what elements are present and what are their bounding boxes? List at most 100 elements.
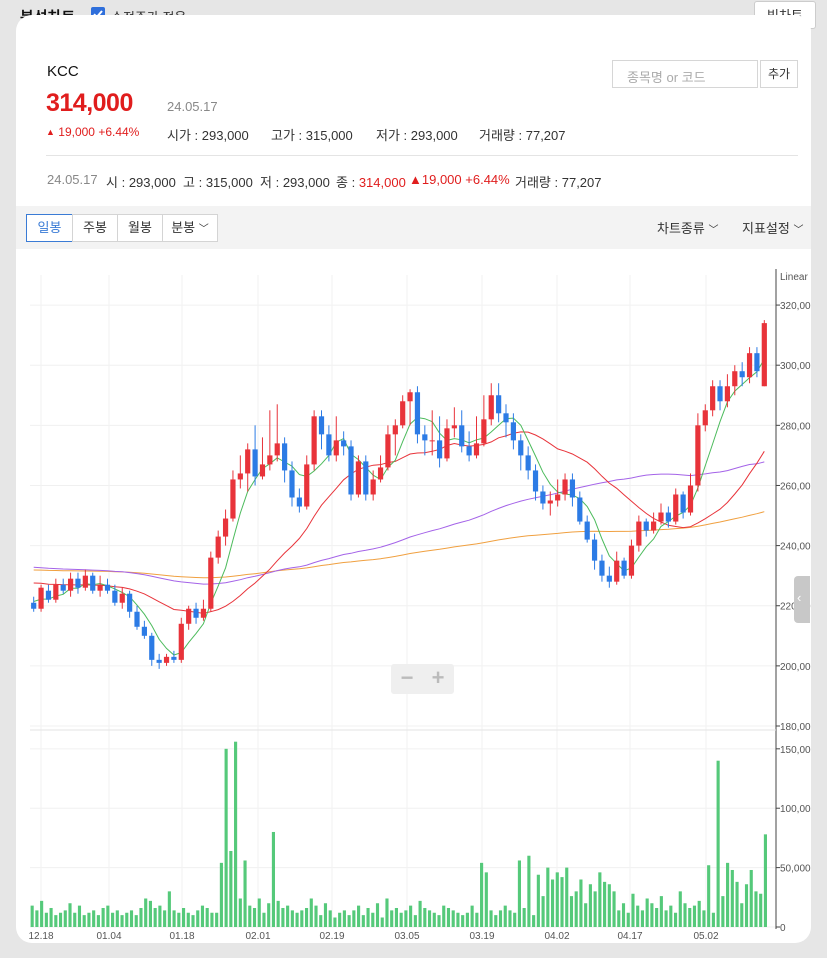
volume-bar bbox=[541, 896, 545, 927]
candle-body bbox=[141, 626, 147, 636]
chart-area[interactable]: Linear 320,000 300,000 280,000 260,000 240,00… bbox=[16, 249, 811, 943]
candle-body bbox=[569, 479, 576, 498]
volume-stat: 거래량 : 77,207 bbox=[479, 128, 566, 143]
volume-bar bbox=[361, 915, 365, 927]
tab-daily[interactable]: 일봉 bbox=[26, 214, 73, 242]
volume-bar bbox=[451, 910, 455, 927]
volume-bar bbox=[754, 891, 758, 927]
volume-bar bbox=[276, 900, 280, 927]
volume-bar bbox=[517, 860, 521, 927]
y-tick-label: 180,000 bbox=[780, 722, 811, 733]
open-label: 시가 bbox=[167, 128, 191, 143]
indicator-settings-dropdown[interactable]: 지표설정 ﹀ bbox=[742, 218, 803, 237]
volume-tick-label: 100,000 bbox=[780, 804, 811, 815]
candle-body bbox=[171, 656, 177, 660]
ohlc-date-value: 24.05.17 bbox=[47, 172, 98, 187]
volume-bar bbox=[707, 865, 711, 927]
candlestick-chart[interactable]: Linear 320,000 300,000 280,000 260,000 240,00… bbox=[16, 249, 811, 943]
volume-bar bbox=[721, 896, 725, 927]
volume-bar bbox=[186, 912, 190, 927]
volume-bar bbox=[475, 912, 479, 927]
volume-bar bbox=[494, 915, 498, 927]
volume-bar bbox=[375, 903, 380, 927]
candle-body bbox=[370, 479, 376, 495]
candle-body bbox=[754, 353, 760, 372]
volume-bar bbox=[158, 905, 162, 927]
ohlc-change: ▲19,000 +6.44% bbox=[409, 172, 510, 187]
volume-bar bbox=[711, 912, 715, 927]
volume-bar bbox=[636, 905, 640, 927]
candle-body bbox=[90, 575, 96, 591]
volume-bar bbox=[446, 907, 451, 927]
volume-bar bbox=[347, 915, 351, 927]
volume-bar bbox=[740, 903, 744, 927]
high-stat: 고가 : 315,000 bbox=[271, 128, 353, 143]
volume-bar bbox=[385, 898, 389, 927]
volume-bar bbox=[219, 862, 223, 927]
candle-body bbox=[186, 608, 192, 624]
zoom-in-button[interactable]: + bbox=[431, 665, 445, 690]
volume-bar bbox=[560, 877, 564, 927]
candle-body bbox=[459, 425, 465, 447]
candle-body bbox=[38, 587, 44, 609]
volume-bar bbox=[177, 912, 181, 927]
candle-body bbox=[163, 656, 170, 663]
candle-body bbox=[237, 473, 243, 480]
volume-bar bbox=[309, 898, 313, 927]
candle-body bbox=[614, 560, 620, 582]
zoom-out-button[interactable]: − bbox=[400, 665, 414, 690]
ohlc-volume: 거래량 : 77,207 bbox=[515, 175, 602, 190]
ohlc-high-value: 315,000 bbox=[205, 175, 253, 190]
volume-bar bbox=[673, 912, 678, 927]
volume-bar bbox=[352, 910, 356, 927]
candle-body bbox=[230, 479, 236, 519]
candle-body bbox=[658, 512, 664, 522]
candle-body bbox=[717, 386, 723, 402]
ohlc-close-value: 314,000 bbox=[358, 175, 406, 190]
candle-body bbox=[119, 593, 125, 603]
candle-body bbox=[429, 440, 435, 442]
volume-tick-label: 0 bbox=[780, 923, 786, 934]
tab-weekly[interactable]: 주봉 bbox=[72, 214, 118, 242]
open-value: 293,000 bbox=[201, 128, 249, 143]
candle-body bbox=[436, 440, 443, 459]
candle-body bbox=[540, 491, 546, 504]
candle-body bbox=[318, 416, 325, 435]
candle-body bbox=[245, 449, 251, 474]
side-panel-toggle[interactable]: ‹ bbox=[794, 576, 810, 623]
low-label: 저가 bbox=[376, 128, 400, 143]
add-stock-button[interactable]: 추가 bbox=[760, 60, 798, 88]
candle-body bbox=[591, 539, 598, 561]
volume-bar bbox=[508, 910, 512, 927]
volume-bar bbox=[456, 912, 460, 927]
ohlc-open: 시 : 293,000 bbox=[106, 175, 176, 190]
volume-bar bbox=[522, 907, 526, 927]
volume-bar bbox=[371, 912, 375, 927]
volume-bar bbox=[281, 907, 285, 927]
volume-bar bbox=[163, 910, 167, 927]
stock-search-input[interactable]: 종목명 or 코드 bbox=[612, 60, 758, 88]
low-value: 293,000 bbox=[410, 128, 458, 143]
tab-minute-label: 분봉 bbox=[171, 220, 196, 235]
chart-type-dropdown[interactable]: 차트종류 ﹀ bbox=[657, 218, 718, 237]
low-stat: 저가 : 293,000 bbox=[376, 128, 458, 143]
volume-bar bbox=[716, 760, 720, 927]
candle-body bbox=[651, 521, 657, 531]
candle-body bbox=[547, 500, 553, 504]
candle-body bbox=[222, 518, 229, 537]
candle-body bbox=[215, 536, 221, 558]
ohlc-low-value: 293,000 bbox=[282, 175, 330, 190]
candle-body bbox=[296, 497, 302, 507]
ohlc-volume-value: 77,207 bbox=[561, 175, 602, 190]
volume-bar bbox=[413, 915, 417, 927]
candle-body bbox=[695, 425, 701, 486]
tab-minute[interactable]: 분봉 ﹀ bbox=[162, 214, 218, 242]
volume-bar bbox=[35, 910, 39, 927]
volume-bar bbox=[210, 912, 214, 927]
volume-bar bbox=[54, 915, 58, 927]
x-tick-label: 04.02 bbox=[544, 931, 569, 942]
tab-monthly[interactable]: 월봉 bbox=[117, 214, 163, 242]
volume-bar bbox=[702, 910, 706, 927]
x-tick-label: 05.02 bbox=[693, 931, 718, 942]
volume-bar bbox=[49, 907, 53, 927]
